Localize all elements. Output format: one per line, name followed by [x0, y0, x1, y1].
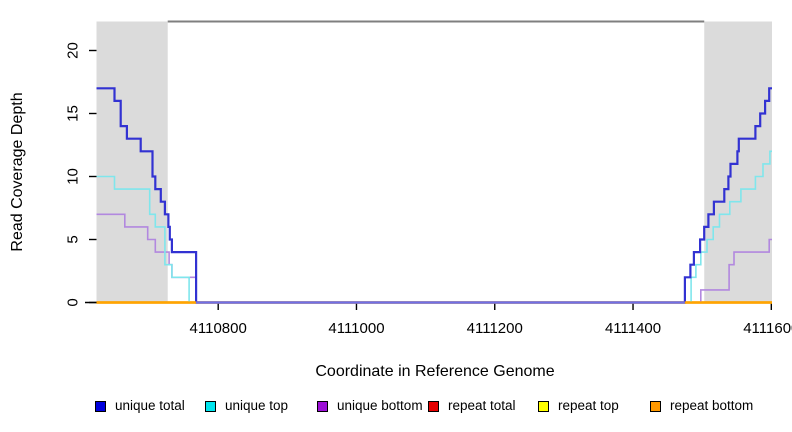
x-axis-title: Coordinate in Reference Genome [315, 363, 554, 380]
legend-item-repeat-bottom: repeat bottom [650, 398, 753, 414]
legend-label: repeat bottom [670, 398, 754, 413]
series-unique-bottom [96, 213, 772, 304]
legend-swatch-repeat-top [538, 400, 549, 412]
legend-label: unique bottom [337, 398, 423, 413]
legend-swatch-unique-bottom [317, 400, 328, 412]
legend-swatch-unique-total [95, 400, 106, 412]
y-tick-label: 10 [64, 168, 81, 185]
legend-item-unique-top: unique top [205, 398, 288, 414]
x-tick-label: 4110800 [190, 320, 247, 337]
series-unique-total [96, 87, 772, 304]
legend-item-unique-bottom: unique bottom [317, 398, 423, 414]
repeat-region-left [96, 21, 168, 303]
legend-label: repeat top [558, 398, 619, 413]
legend-item-unique-total: unique total [95, 398, 185, 414]
series-unique-top [96, 150, 772, 304]
legend-label: unique top [225, 398, 289, 413]
legend-swatch-unique-top [205, 400, 216, 412]
y-tick-label: 15 [64, 105, 81, 122]
x-tick-label: 4111000 [328, 320, 384, 337]
y-axis-title: Read Coverage Depth [9, 92, 26, 251]
legend-item-repeat-top: repeat top [538, 398, 619, 414]
legend-label: repeat total [448, 398, 516, 413]
y-tick-label: 5 [64, 235, 81, 243]
x-tick-label: 4111200 [467, 320, 523, 337]
chart-legend: unique total unique top unique bottom repea… [0, 398, 792, 418]
legend-swatch-repeat-bottom [650, 400, 661, 412]
y-tick-label: 20 [64, 42, 81, 59]
x-tick-label: 4111400 [605, 320, 661, 337]
y-tick-label: 0 [64, 298, 81, 306]
legend-label: unique total [115, 398, 185, 413]
legend-swatch-repeat-total [428, 400, 439, 412]
legend-item-repeat-total: repeat total [428, 398, 516, 414]
